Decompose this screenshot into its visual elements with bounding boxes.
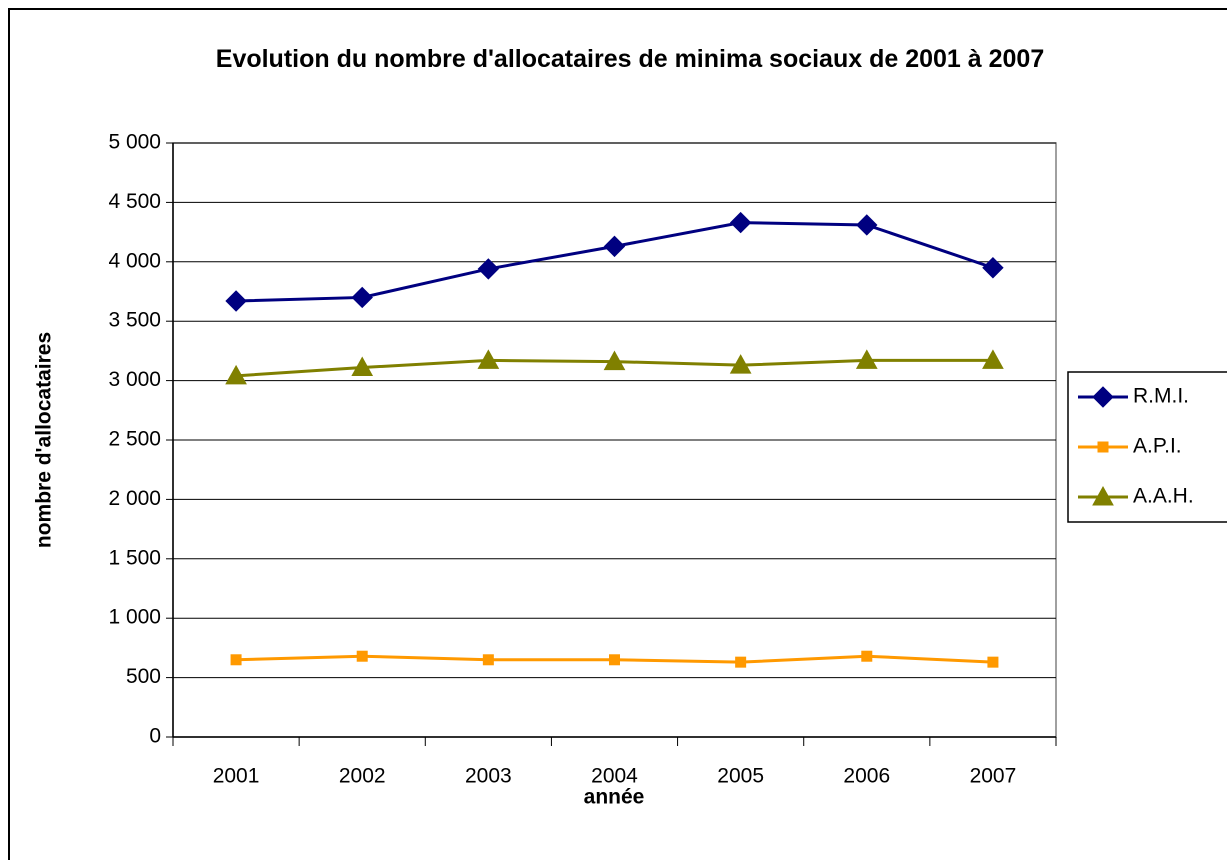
y-axis-title: nombre d'allocataires <box>33 332 56 548</box>
y-tick-label: 3 500 <box>108 309 161 332</box>
data-point <box>351 356 374 377</box>
chart-title: Evolution du nombre d'allocataires de mi… <box>215 45 1045 73</box>
data-point <box>603 350 626 371</box>
data-point <box>356 650 368 662</box>
data-point <box>477 258 500 280</box>
legend-marker <box>1097 441 1109 453</box>
x-axis-title: année <box>584 786 645 809</box>
legend-label: R.M.I. <box>1133 385 1189 408</box>
x-tick-label: 2007 <box>970 765 1017 788</box>
data-point <box>609 654 620 666</box>
y-tick-label: 2 500 <box>108 428 161 451</box>
data-point <box>225 290 247 312</box>
data-point <box>987 656 999 668</box>
data-point <box>351 286 373 309</box>
y-tick-label: 1 000 <box>108 606 161 629</box>
y-tick-label: 1 500 <box>108 546 161 569</box>
data-point <box>982 257 1004 279</box>
y-tick-label: 3 000 <box>108 368 161 391</box>
data-point <box>729 211 752 234</box>
x-tick-label: 2005 <box>717 765 764 788</box>
data-point <box>861 650 873 662</box>
x-tick-label: 2006 <box>843 765 890 788</box>
data-point <box>225 364 247 385</box>
data-point <box>230 654 242 666</box>
x-tick-label: 2004 <box>591 765 638 788</box>
data-point <box>982 349 1004 369</box>
legend-marker <box>1092 485 1114 506</box>
data-point <box>482 654 494 666</box>
y-tick-label: 5 000 <box>108 131 161 154</box>
legend-label: A.A.H. <box>1133 485 1194 508</box>
legend-label: A.P.I. <box>1133 435 1182 458</box>
y-tick-label: 0 <box>149 725 161 748</box>
y-tick-label: 4 000 <box>108 249 161 272</box>
data-point <box>856 214 878 236</box>
y-tick-label: 4 500 <box>108 190 161 213</box>
x-tick-label: 2003 <box>465 765 512 788</box>
x-tick-label: 2002 <box>339 765 386 788</box>
legend-marker <box>1092 386 1114 408</box>
data-point <box>603 235 626 258</box>
data-point <box>855 349 878 369</box>
data-point <box>729 354 752 374</box>
y-tick-label: 2 000 <box>108 487 161 510</box>
title-box: Evolution du nombre d'allocataires de mi… <box>215 45 1045 73</box>
data-point <box>477 349 500 369</box>
x-tick-label: 2001 <box>213 765 260 788</box>
y-tick-label: 500 <box>126 665 161 688</box>
data-point <box>735 656 747 668</box>
